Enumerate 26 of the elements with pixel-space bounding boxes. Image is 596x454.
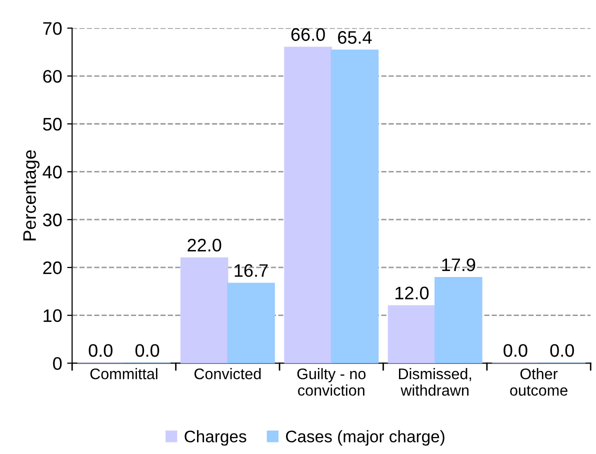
x-tick-label: Committal <box>90 368 158 380</box>
y-tick-label: 30 <box>43 214 62 226</box>
y-tick-label: 20 <box>43 261 62 274</box>
y-tick-label: 0 <box>53 357 62 370</box>
y-tick-label: 40 <box>42 166 62 178</box>
x-tick-label: Convicted <box>194 368 261 380</box>
legend-label: Cases (major charge) <box>286 430 444 446</box>
data-label: 0.0 <box>550 344 574 357</box>
x-tick-label: Other outcome <box>510 368 568 396</box>
y-tick-label: 50 <box>43 118 62 131</box>
legend-label: Charges <box>184 430 246 446</box>
data-label: 16.7 <box>234 264 268 277</box>
data-label: 0.0 <box>88 344 112 357</box>
data-label: 0.0 <box>504 344 528 357</box>
data-label: 65.4 <box>338 31 372 44</box>
y-axis-title: Percentage <box>23 150 40 240</box>
y-tick-label: 10 <box>44 309 62 322</box>
data-label: 17.9 <box>442 258 476 272</box>
x-tick-label: Dismissed, withdrawn <box>398 368 472 396</box>
y-tick-label: 70 <box>43 22 62 35</box>
data-label: 22.0 <box>188 238 222 252</box>
y-tick-label: 60 <box>43 70 62 83</box>
data-label: 0.0 <box>135 344 160 357</box>
x-tick-label: Guilty - no conviction <box>297 368 366 396</box>
data-label: 12.0 <box>396 286 429 300</box>
data-label: 66.0 <box>291 28 325 41</box>
